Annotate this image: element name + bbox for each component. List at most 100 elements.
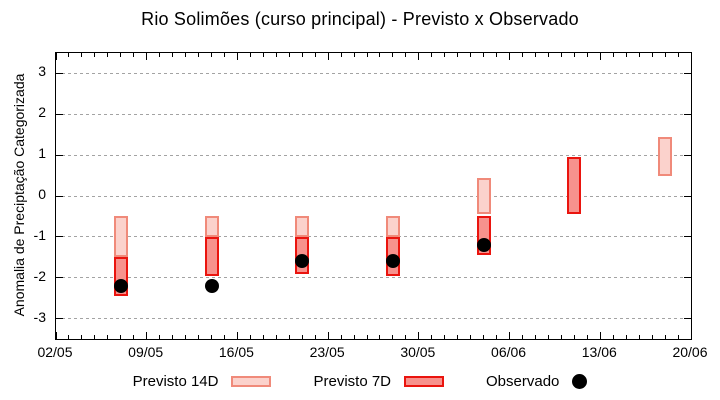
x-minor-tick [664,53,666,57]
y-tick-label: 1 [38,145,46,162]
x-minor-tick [547,53,549,57]
legend-swatch-previsto-14d [231,375,272,387]
x-minor-tick [249,53,251,57]
x-minor-tick [249,335,251,339]
x-minor-tick [314,53,316,57]
x-minor-tick [288,335,290,339]
x-minor-tick [68,53,70,57]
x-minor-tick [431,53,433,57]
x-major-tick [236,53,238,60]
gridline [56,113,691,115]
x-minor-tick [612,53,614,57]
x-minor-tick [133,53,135,57]
x-minor-tick [625,53,627,57]
y-tick-left [56,195,63,197]
y-tick-right [684,195,691,197]
observado-dot [204,278,219,293]
observado-dot [295,254,310,269]
previsto-14d-bar [204,216,219,237]
x-minor-tick [262,335,264,339]
x-minor-tick [522,335,524,339]
x-minor-tick [392,335,394,339]
chart-title: Rio Solimões (curso principal) - Previst… [141,9,579,29]
legend-item: Previsto 14D [133,373,272,390]
x-minor-tick [120,335,122,339]
x-major-tick [55,53,57,60]
gridline [56,318,691,320]
x-major-tick [55,332,57,339]
y-tick-right [684,236,691,238]
x-minor-tick [301,53,303,57]
x-minor-tick [586,53,588,57]
gridline [56,277,691,279]
x-minor-tick [405,335,407,339]
gridline [56,72,691,74]
x-minor-tick [677,53,679,57]
x-major-tick [599,332,601,339]
x-minor-tick [470,53,472,57]
x-minor-tick [457,335,459,339]
plot-area [55,52,692,340]
x-minor-tick [586,335,588,339]
x-minor-tick [470,335,472,339]
x-minor-tick [185,53,187,57]
x-minor-tick [534,335,536,339]
x-minor-tick [353,335,355,339]
x-major-tick [509,53,511,60]
x-minor-tick [211,53,212,57]
y-tick-label: 3 [38,63,46,80]
x-minor-tick [483,335,485,339]
x-major-tick [690,332,692,339]
x-minor-tick [573,53,575,57]
legend-label: Observado [486,372,560,390]
x-minor-tick [664,335,666,339]
legend-label: Previsto 7D [313,372,392,390]
x-minor-tick [159,53,161,57]
x-minor-tick [107,335,109,339]
y-tick-label: 0 [38,186,46,202]
x-minor-tick [223,53,225,57]
y-tick-left [56,318,63,320]
x-tick-label: 16/05 [218,344,254,360]
x-tick-label: 23/05 [309,344,345,360]
previsto-14d-bar [295,216,310,237]
x-minor-tick [301,335,303,339]
x-minor-tick [638,335,640,339]
x-minor-tick [444,53,446,57]
observado-dot [476,238,491,253]
legend-swatch-previsto-7d [404,375,445,387]
x-minor-tick [496,335,498,339]
x-minor-tick [340,53,342,57]
previsto-14d-bar [385,216,400,237]
x-minor-tick [431,335,433,339]
x-minor-tick [172,335,174,339]
x-minor-tick [185,335,187,339]
x-tick-label: 30/05 [400,344,436,360]
y-tick-left [56,72,63,74]
x-major-tick [236,332,238,339]
x-minor-tick [198,53,200,57]
x-minor-tick [172,53,174,57]
x-major-tick [599,53,601,60]
x-minor-tick [560,53,562,57]
x-minor-tick [275,53,277,57]
x-minor-tick [457,53,459,57]
x-minor-tick [444,335,446,339]
previsto-7d-bar [204,236,219,276]
x-minor-tick [651,53,653,57]
x-minor-tick [107,53,109,57]
x-minor-tick [496,53,498,57]
x-minor-tick [223,335,225,339]
x-minor-tick [534,53,536,57]
x-minor-tick [120,53,122,57]
observado-dot [113,278,128,293]
x-minor-tick [314,335,316,339]
x-minor-tick [81,335,83,339]
y-tick-label: -3 [33,308,46,325]
y-tick-right [684,72,691,74]
x-minor-tick [275,335,277,339]
gridline [56,236,691,238]
x-major-tick [146,53,148,60]
x-tick-label: 09/05 [128,344,164,360]
legend: Previsto 14D Previsto 7D Observado [0,368,720,394]
